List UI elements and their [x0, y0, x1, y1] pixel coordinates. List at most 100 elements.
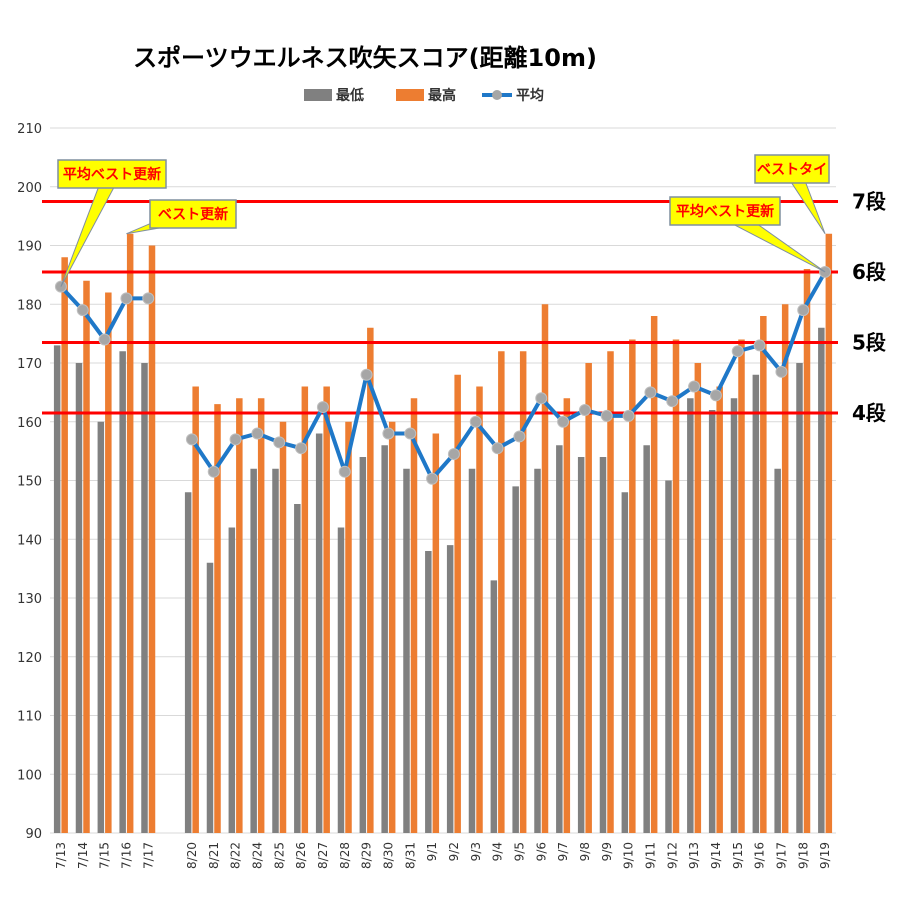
bar-max-31 [738, 339, 745, 833]
bar-min-19 [468, 468, 476, 833]
bar-max-23 [563, 398, 571, 833]
bar-max-24 [585, 363, 592, 833]
bar-max-30 [716, 386, 723, 833]
y-tick-110: 110 [17, 710, 42, 725]
x-tick-30: 9/14 [709, 842, 723, 869]
bar-min-12 [315, 433, 323, 833]
bar-max-0 [61, 257, 68, 833]
callout-label-2: ベストタイ [757, 162, 827, 178]
bar-max-11 [301, 386, 309, 833]
bar-max-8 [236, 398, 243, 833]
x-axis-labels: 7/13 7/14 7/15 7/16 7/17 8/20 8/21 8/22 8/24 8/25… [54, 842, 832, 869]
bar-max-27 [650, 316, 658, 833]
x-tick-31: 9/15 [731, 842, 745, 869]
bar-min-3 [119, 351, 126, 833]
bar-max-3 [126, 233, 134, 833]
bar-max-17 [432, 433, 440, 833]
bar-min-21 [512, 486, 519, 833]
avg-point-18 [447, 448, 460, 461]
bar-min-1 [75, 363, 83, 833]
avg-point-13 [338, 465, 351, 478]
bar-min-7 [206, 562, 214, 833]
avg-point-27 [644, 386, 657, 399]
bar-max-4 [148, 245, 156, 833]
avg-point-26 [622, 409, 635, 422]
callout-box-1 [149, 199, 237, 229]
bar-max-26 [629, 339, 636, 833]
bar-max-6 [192, 386, 199, 833]
y-tick-100: 100 [17, 768, 42, 783]
bar-min-30 [708, 410, 716, 833]
bar-min-6 [184, 492, 192, 833]
y-tick-200: 200 [17, 181, 42, 196]
bar-max-15 [388, 421, 396, 833]
x-tick-20: 9/4 [491, 842, 505, 861]
avg-point-16 [404, 427, 417, 440]
y-tick-150: 150 [17, 475, 42, 490]
bar-max-14 [367, 327, 374, 833]
bar-max-19 [476, 386, 483, 833]
avg-point-15 [382, 427, 395, 440]
bar-min-26 [621, 492, 629, 833]
x-tick-0: 7/13 [54, 842, 68, 869]
legend-marker-avg [492, 90, 502, 100]
avg-point-25 [600, 409, 613, 422]
x-tick-22: 9/6 [534, 842, 548, 861]
legend: 最低 最高 平均 [304, 87, 544, 104]
x-tick-25: 9/9 [600, 842, 614, 861]
bar-max-32 [760, 316, 767, 833]
x-tick-13: 8/28 [338, 842, 352, 869]
avg-line-segment-0 [59, 285, 149, 342]
bar-max-29 [694, 363, 702, 833]
bar-min-25 [599, 457, 607, 833]
avg-point-23 [557, 415, 570, 428]
bar-min-29 [687, 398, 694, 833]
avg-point-3 [120, 292, 133, 305]
bar-min-0 [53, 345, 61, 833]
avg-line-segment-1 [190, 270, 827, 481]
bar-max-21 [519, 351, 527, 833]
x-tick-34: 9/18 [796, 842, 810, 869]
avg-point-19 [469, 415, 482, 428]
bar-min-34 [796, 363, 803, 833]
callout-label-0: 平均ベスト更新 [63, 166, 161, 183]
bar-max-35 [825, 233, 833, 833]
bar-min-2 [97, 421, 105, 833]
y-tick-90: 90 [25, 827, 42, 842]
bar-min-4 [141, 363, 148, 833]
y-tick-130: 130 [17, 592, 42, 607]
y-tick-160: 160 [17, 416, 42, 431]
bar-min-28 [665, 480, 672, 833]
avg-point-22 [535, 392, 548, 405]
x-tick-19: 9/3 [469, 842, 483, 861]
y-tick-140: 140 [17, 533, 42, 548]
x-tick-3: 7/16 [119, 842, 133, 869]
avg-point-9 [251, 427, 264, 440]
bar-min-16 [403, 468, 410, 833]
bar-min-13 [337, 527, 345, 833]
bar-min-18 [446, 545, 454, 833]
y-tick-120: 120 [17, 651, 42, 666]
bar-max-10 [279, 421, 287, 833]
bar-min-24 [577, 457, 585, 833]
x-tick-33: 9/17 [774, 842, 788, 869]
bar-min-31 [730, 398, 738, 833]
x-tick-10: 8/25 [272, 842, 286, 869]
bar-min-22 [534, 468, 541, 833]
avg-point-4 [142, 292, 155, 305]
reference-label-2: 6段 [852, 260, 886, 284]
bar-min-23 [556, 445, 563, 833]
bar-min-15 [381, 445, 388, 833]
bar-min-20 [490, 580, 498, 833]
bar-max-28 [672, 339, 680, 833]
avg-point-11 [295, 442, 308, 455]
x-tick-23: 9/7 [556, 842, 570, 861]
x-tick-27: 9/11 [643, 842, 657, 869]
legend-label-avg: 平均 [516, 87, 544, 104]
bar-max-13 [345, 421, 352, 833]
bars [53, 233, 833, 833]
avg-point-8 [229, 433, 242, 446]
legend-swatch-min [304, 89, 332, 101]
